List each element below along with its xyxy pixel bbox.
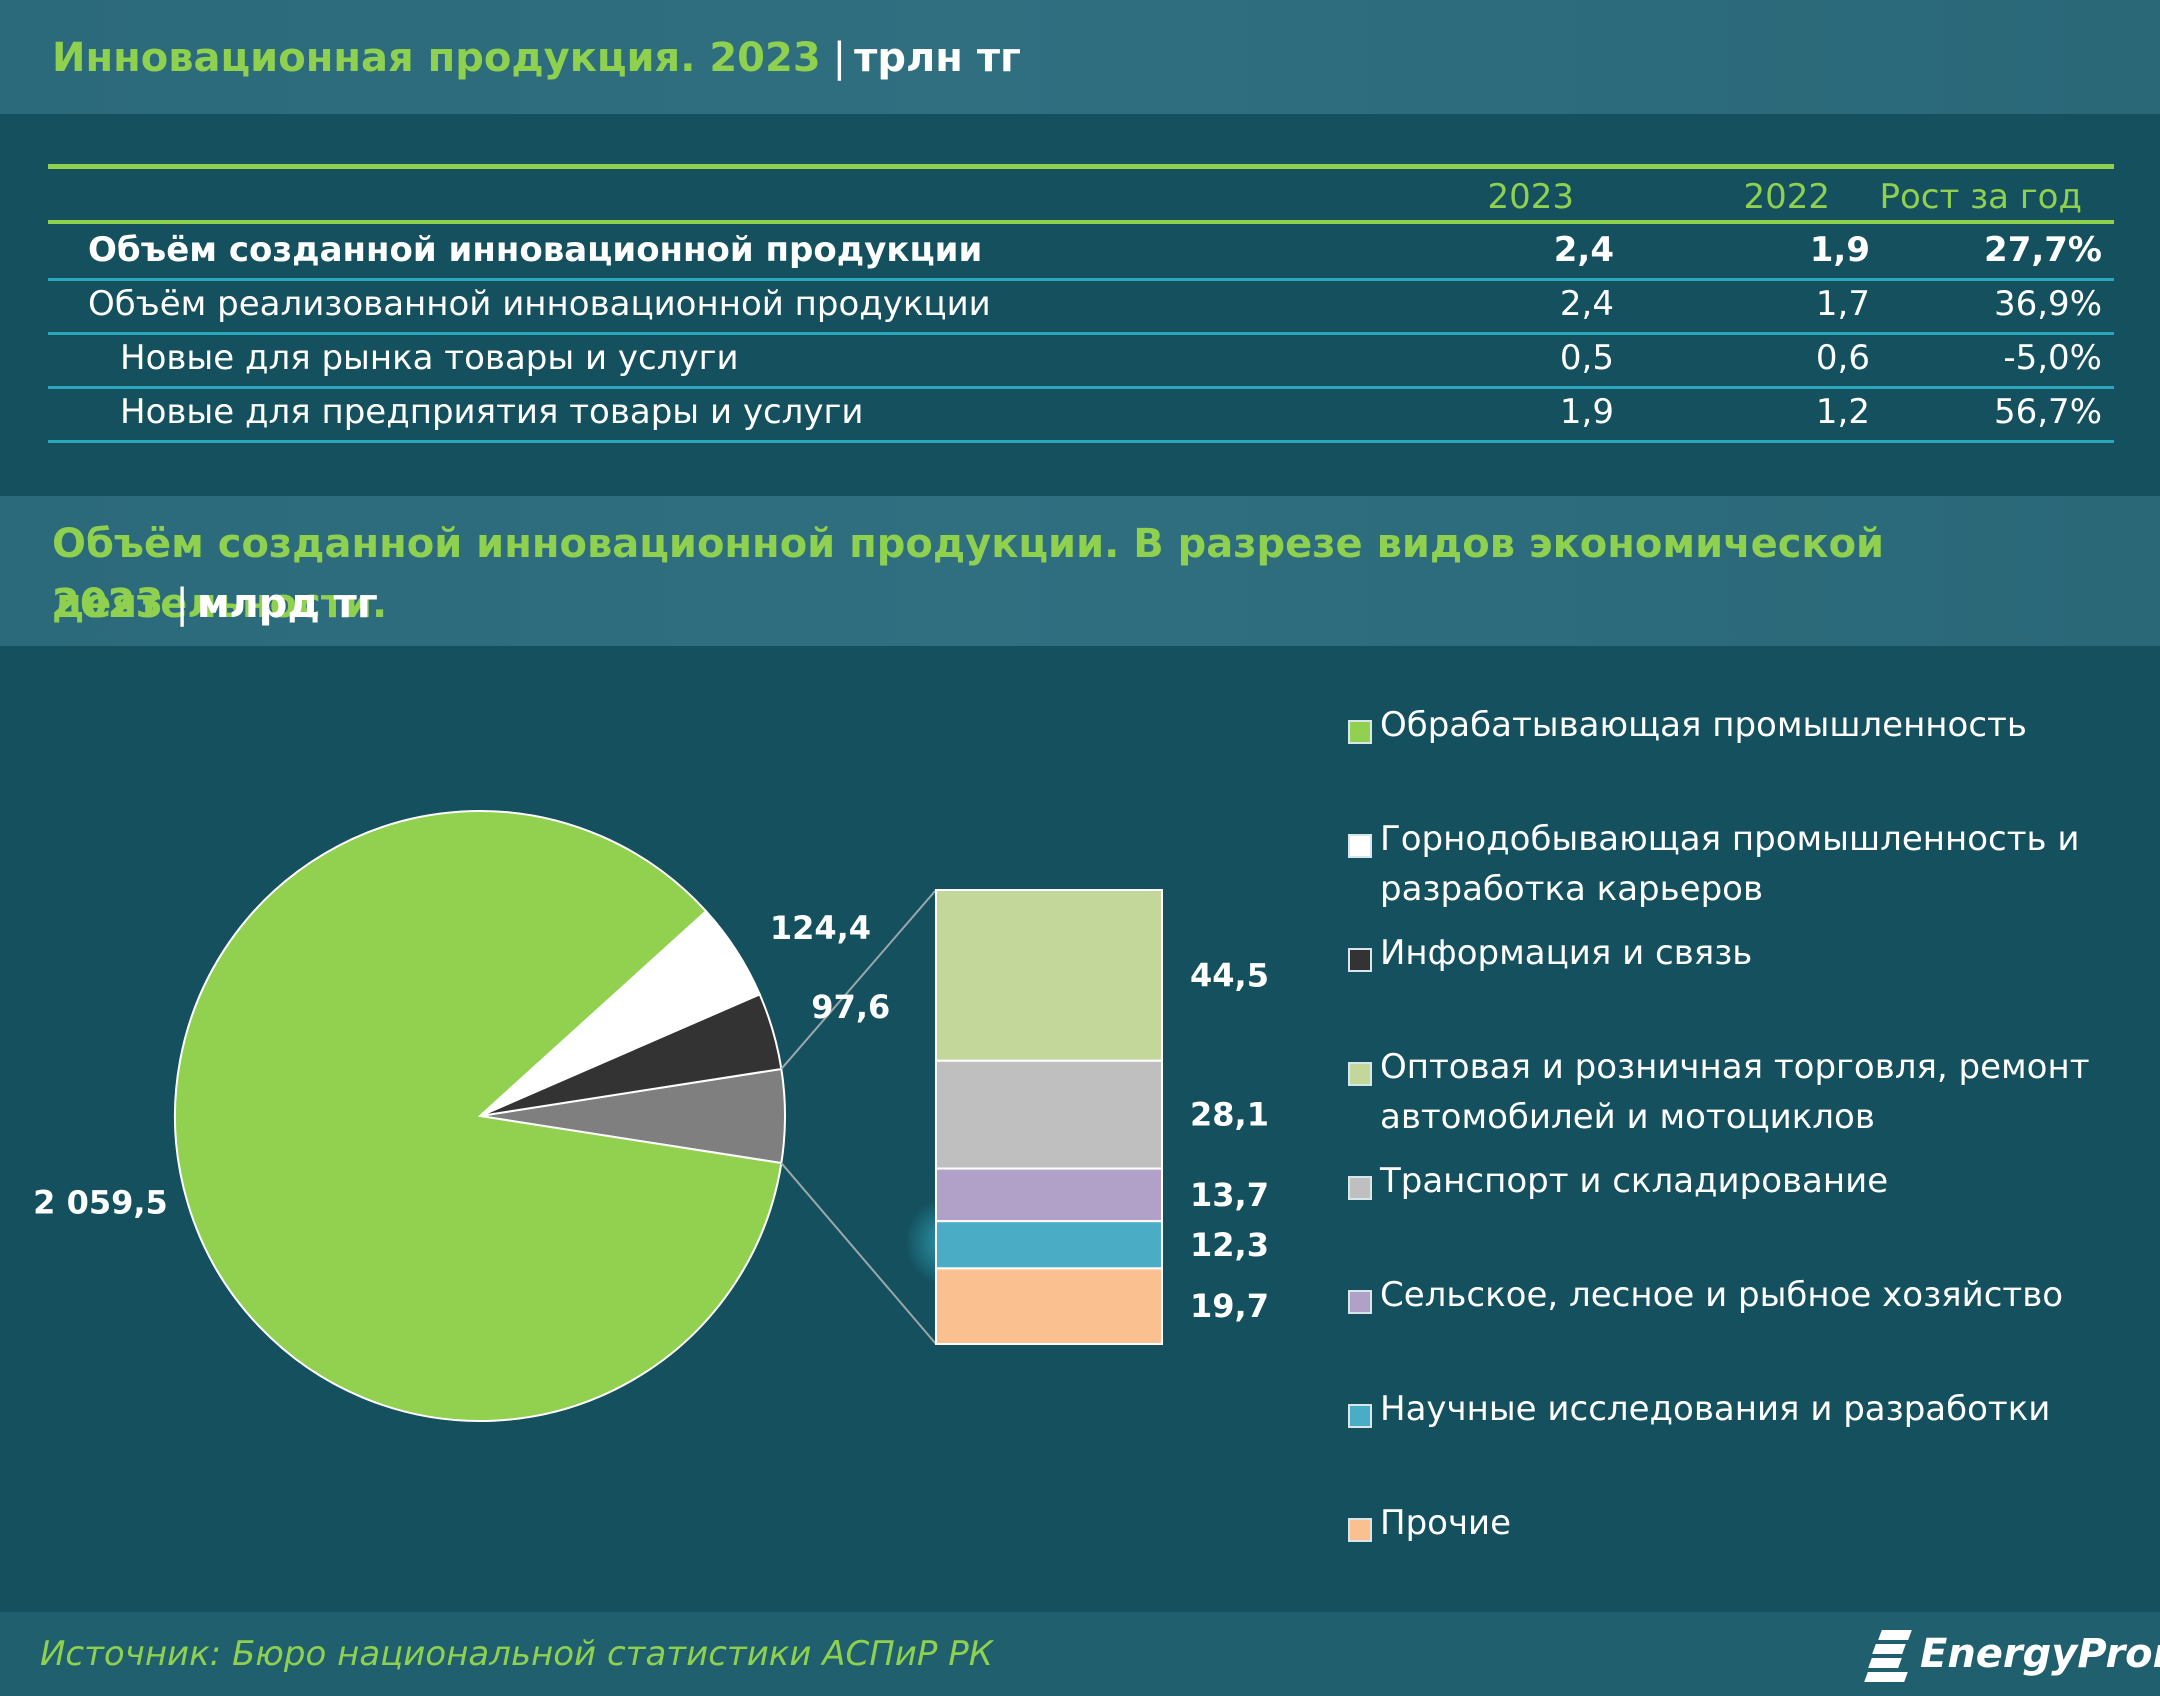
breakdown-value-label: 28,1 (1190, 1096, 1269, 1134)
breakdown-segment (935, 1059, 1163, 1170)
footer-band (0, 1612, 2160, 1696)
legend-swatch (1348, 1290, 1372, 1314)
col-header-2022: 2022 (1743, 177, 1830, 217)
legend-swatch (1348, 834, 1372, 858)
breakdown-bar (935, 889, 1163, 1346)
row-value-2022: 1,7 (1815, 284, 1870, 324)
breakdown-value-label: 13,7 (1190, 1176, 1269, 1214)
legend-swatch (1348, 1176, 1372, 1200)
breakdown-value-label: 12,3 (1190, 1226, 1269, 1264)
legend-label: Горнодобывающая промышленность и разрабо… (1380, 819, 2080, 909)
chart-unit: млрд тг (196, 581, 378, 627)
chart-title-year: 2023 (52, 581, 164, 627)
table-row: Объём созданной инновационной продукции … (48, 224, 2114, 281)
legend-label: Оптовая и розничная торговля, ремонт авт… (1380, 1047, 2090, 1137)
legend-label: Научные исследования и разработки (1380, 1389, 2051, 1429)
breakdown-segment (935, 1167, 1163, 1223)
col-header-2023: 2023 (1487, 177, 1574, 217)
pie-value-label: 97,6 (811, 988, 890, 1026)
row-growth: 27,7% (1984, 230, 2102, 270)
row-value-2022: 1,9 (1809, 230, 1870, 270)
logo-text: EnergyProm (1920, 1631, 2160, 1677)
table-title: Инновационная продукция. 2023 | трлн тг (52, 28, 1021, 88)
pie-group (174, 810, 786, 1423)
breakdown-segment (935, 1220, 1163, 1270)
breakdown-value-label: 19,7 (1190, 1287, 1269, 1325)
pie-of-pie-chart: 97,6 124,4 2 059,5 44,5 28,1 13,7 12,3 19,7 (33, 810, 1269, 1423)
table-row: Новые для рынка товары и услуги 0,5 0,6 … (48, 332, 2114, 389)
row-label: Объём реализованной инновационной продук… (88, 284, 991, 324)
connector-line (780, 1162, 937, 1345)
row-growth: 56,7% (1993, 392, 2102, 432)
pie-slice (174, 810, 783, 1423)
pie-value-label: 124,4 (770, 909, 871, 947)
pie-value-label: 2 059,5 (33, 1183, 168, 1221)
row-growth: -5,0% (2003, 338, 2102, 378)
logo-mark-icon (1864, 1628, 1912, 1682)
connector-line (780, 889, 937, 1070)
chart-title-line2: 2023 | млрд тг (52, 574, 378, 634)
connector-lines (780, 889, 937, 1345)
col-header-growth: Рост за год (1879, 177, 2082, 217)
breakdown-segment (935, 889, 1163, 1062)
table-header-rule (48, 220, 2114, 224)
table-header: 2023 2022 Рост за год (48, 172, 2114, 222)
row-value-2022: 0,6 (1815, 338, 1870, 378)
row-growth: 36,9% (1993, 284, 2102, 324)
chart-title-line1: Объём созданной инновационной продукции.… (52, 521, 1885, 627)
row-label: Новые для предприятия товары и услуги (120, 392, 864, 432)
row-label: Объём созданной инновационной продукции (88, 230, 983, 270)
legend-label: Информация и связь (1380, 933, 1753, 973)
breakdown-segment (935, 1267, 1163, 1346)
legend-swatch (1348, 1062, 1372, 1086)
legend-label: Прочие (1380, 1503, 1512, 1543)
table-unit: трлн тг (854, 35, 1021, 81)
row-value-2022: 1,2 (1815, 392, 1870, 432)
legend-swatch (1348, 720, 1372, 744)
header-band (0, 0, 2160, 114)
row-value-2023: 2,4 (1553, 230, 1614, 270)
title-separator: | (175, 581, 189, 627)
table-row: Объём реализованной инновационной продук… (48, 278, 2114, 335)
row-label: Новые для рынка товары и услуги (120, 338, 739, 378)
table-top-rule (48, 164, 2114, 169)
legend-swatch (1348, 1518, 1372, 1542)
row-value-2023: 2,4 (1559, 284, 1614, 324)
breakdown-value-label: 44,5 (1190, 956, 1269, 994)
row-value-2023: 1,9 (1559, 392, 1614, 432)
legend-swatch (1348, 1404, 1372, 1428)
legend-label: Сельское, лесное и рыбное хозяйство (1380, 1275, 2064, 1315)
source-note: Источник: Бюро национальной статистики А… (40, 1634, 993, 1674)
data-labels: 97,6 124,4 2 059,5 44,5 28,1 13,7 12,3 19,7 (33, 909, 1269, 1325)
row-value-2023: 0,5 (1559, 338, 1614, 378)
title-separator: | (832, 35, 847, 81)
table-row: Новые для предприятия товары и услуги 1,… (48, 386, 2114, 443)
legend-swatch (1348, 948, 1372, 972)
legend-label: Транспорт и складирование (1380, 1161, 1889, 1201)
logo: EnergyProm (1864, 1624, 2160, 1684)
legend-label: Обрабатывающая промышленность (1380, 705, 2027, 745)
table-title-text: Инновационная продукция. 2023 (52, 35, 821, 81)
chart-header-band (0, 496, 2160, 646)
